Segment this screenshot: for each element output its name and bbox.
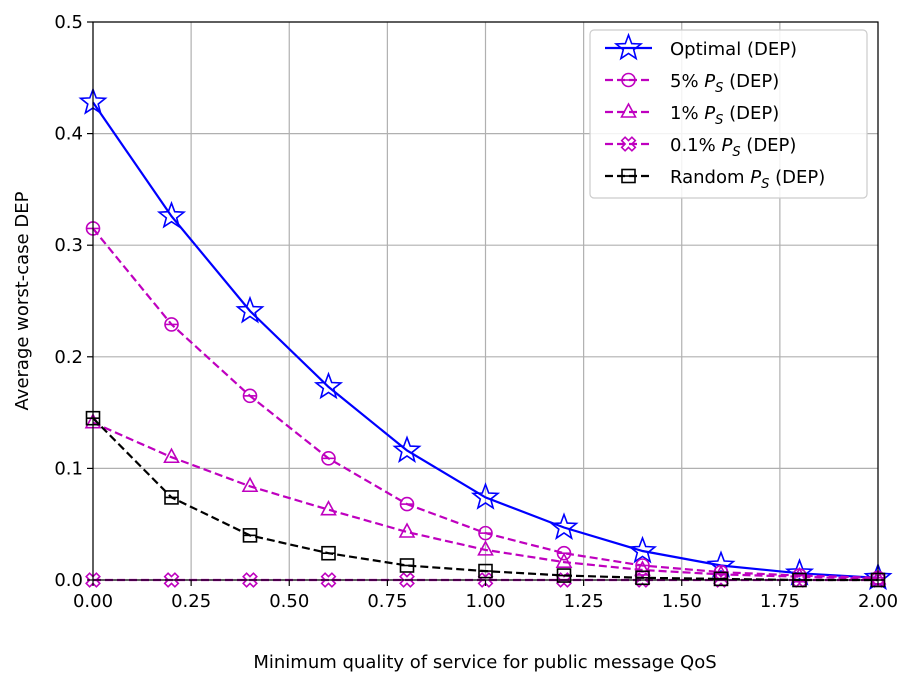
data-point bbox=[635, 570, 650, 586]
ticks: 0.00 0.25 0.50 0.75 1.00 1.25 1.50 1.75 2.00 0.0 0… bbox=[54, 12, 898, 612]
data-point bbox=[242, 528, 258, 543]
data-point bbox=[313, 371, 344, 400]
data-point bbox=[549, 512, 579, 540]
x-marker-icon bbox=[620, 136, 637, 152]
data-point bbox=[320, 572, 337, 588]
series-line bbox=[92, 421, 879, 580]
data-point bbox=[399, 496, 415, 512]
data-point bbox=[164, 317, 179, 332]
x-tick-label: 1.50 bbox=[662, 591, 702, 612]
data-point bbox=[555, 552, 573, 568]
data-point bbox=[470, 482, 501, 510]
marker-triangle-line bbox=[620, 102, 637, 118]
x-tick-label: 1.00 bbox=[465, 591, 505, 612]
data-point bbox=[321, 545, 336, 561]
x-axis-label: Minimum quality of service for public me… bbox=[253, 652, 716, 673]
y-tick-label: 0.5 bbox=[54, 12, 83, 33]
x-marker-icon bbox=[399, 572, 415, 588]
marker-x-filled bbox=[620, 136, 637, 152]
x-tick-label: 1.75 bbox=[760, 591, 800, 612]
data-point bbox=[478, 563, 493, 579]
x-tick-label: 1.25 bbox=[564, 591, 604, 612]
triangle-marker-icon bbox=[477, 540, 494, 556]
star-marker-icon bbox=[313, 371, 344, 400]
legend: Optimal (DEP) 5% PS (DEP) 1% PS (DEP) 0.1% … bbox=[589, 29, 868, 199]
marker-circle-line bbox=[621, 72, 636, 88]
star-marker-icon bbox=[470, 482, 501, 510]
data-point bbox=[477, 540, 494, 556]
triangle-marker-icon bbox=[634, 560, 651, 576]
y-tick-label: 0.0 bbox=[54, 570, 83, 591]
data-point bbox=[399, 558, 415, 573]
legend-item: 5% PS (DEP) bbox=[605, 71, 779, 96]
triangle-marker-icon bbox=[620, 102, 637, 118]
legend-box bbox=[589, 29, 868, 199]
series-line bbox=[92, 101, 879, 579]
y-tick-label: 0.2 bbox=[54, 347, 83, 368]
legend-item: 1% PS (DEP) bbox=[605, 102, 779, 128]
data-point bbox=[556, 568, 572, 583]
y-tick-label: 0.3 bbox=[54, 235, 83, 256]
data-point bbox=[235, 295, 265, 324]
star-marker-icon bbox=[613, 32, 644, 61]
series-4 bbox=[85, 410, 886, 588]
marker-square-line bbox=[621, 168, 636, 184]
data-point bbox=[163, 447, 180, 464]
legend-item: Random PS (DEP) bbox=[605, 167, 825, 192]
data-point bbox=[478, 525, 493, 541]
y-axis-label: Average worst-case DEP bbox=[12, 191, 33, 410]
triangle-marker-icon bbox=[163, 447, 180, 464]
x-tick-label: 0.75 bbox=[367, 591, 407, 612]
triangle-marker-icon bbox=[791, 566, 808, 583]
data-point bbox=[627, 535, 658, 564]
star-marker-icon bbox=[706, 550, 736, 578]
legend-item: Optimal (DEP) bbox=[605, 32, 797, 61]
triangle-marker-icon bbox=[398, 522, 416, 538]
legend-label: Random PS (DEP) bbox=[670, 167, 825, 192]
star-marker-icon bbox=[156, 200, 187, 229]
data-point bbox=[164, 490, 179, 505]
x-tick-label: 0.00 bbox=[73, 591, 113, 612]
data-point bbox=[156, 200, 187, 229]
data-point bbox=[242, 388, 258, 404]
data-point bbox=[398, 522, 416, 538]
data-point bbox=[241, 476, 259, 493]
data-point bbox=[321, 451, 336, 466]
x-marker-icon bbox=[163, 572, 180, 588]
x-tick-label: 2.00 bbox=[858, 591, 898, 612]
data-point bbox=[791, 566, 808, 583]
triangle-marker-icon bbox=[320, 500, 337, 516]
data-point bbox=[713, 571, 729, 587]
data-point bbox=[392, 435, 422, 463]
data-point bbox=[320, 500, 337, 516]
legend-label: 5% PS (DEP) bbox=[670, 71, 779, 96]
legend-label: 0.1% PS (DEP) bbox=[670, 135, 796, 160]
triangle-marker-icon bbox=[555, 552, 573, 568]
y-tick-label: 0.1 bbox=[54, 458, 83, 479]
legend-label: Optimal (DEP) bbox=[670, 39, 797, 60]
x-marker-icon bbox=[320, 572, 337, 588]
y-tick-label: 0.4 bbox=[54, 124, 83, 145]
data-point bbox=[242, 572, 258, 588]
legend-item: 0.1% PS (DEP) bbox=[605, 135, 796, 160]
star-marker-icon bbox=[549, 512, 579, 540]
data-point bbox=[163, 572, 180, 588]
star-marker-icon bbox=[627, 535, 658, 564]
star-marker-icon bbox=[235, 295, 265, 324]
x-tick-label: 0.50 bbox=[269, 591, 309, 612]
marker-star bbox=[613, 32, 644, 61]
x-tick-label: 0.25 bbox=[171, 591, 211, 612]
star-marker-icon bbox=[392, 435, 422, 463]
star-marker-icon bbox=[784, 558, 815, 586]
data-point bbox=[634, 560, 651, 576]
triangle-marker-icon bbox=[241, 476, 259, 493]
x-marker-icon bbox=[242, 572, 258, 588]
data-point bbox=[706, 550, 736, 578]
data-point bbox=[784, 558, 815, 586]
data-point bbox=[399, 572, 415, 588]
legend-label: 1% PS (DEP) bbox=[670, 103, 779, 128]
